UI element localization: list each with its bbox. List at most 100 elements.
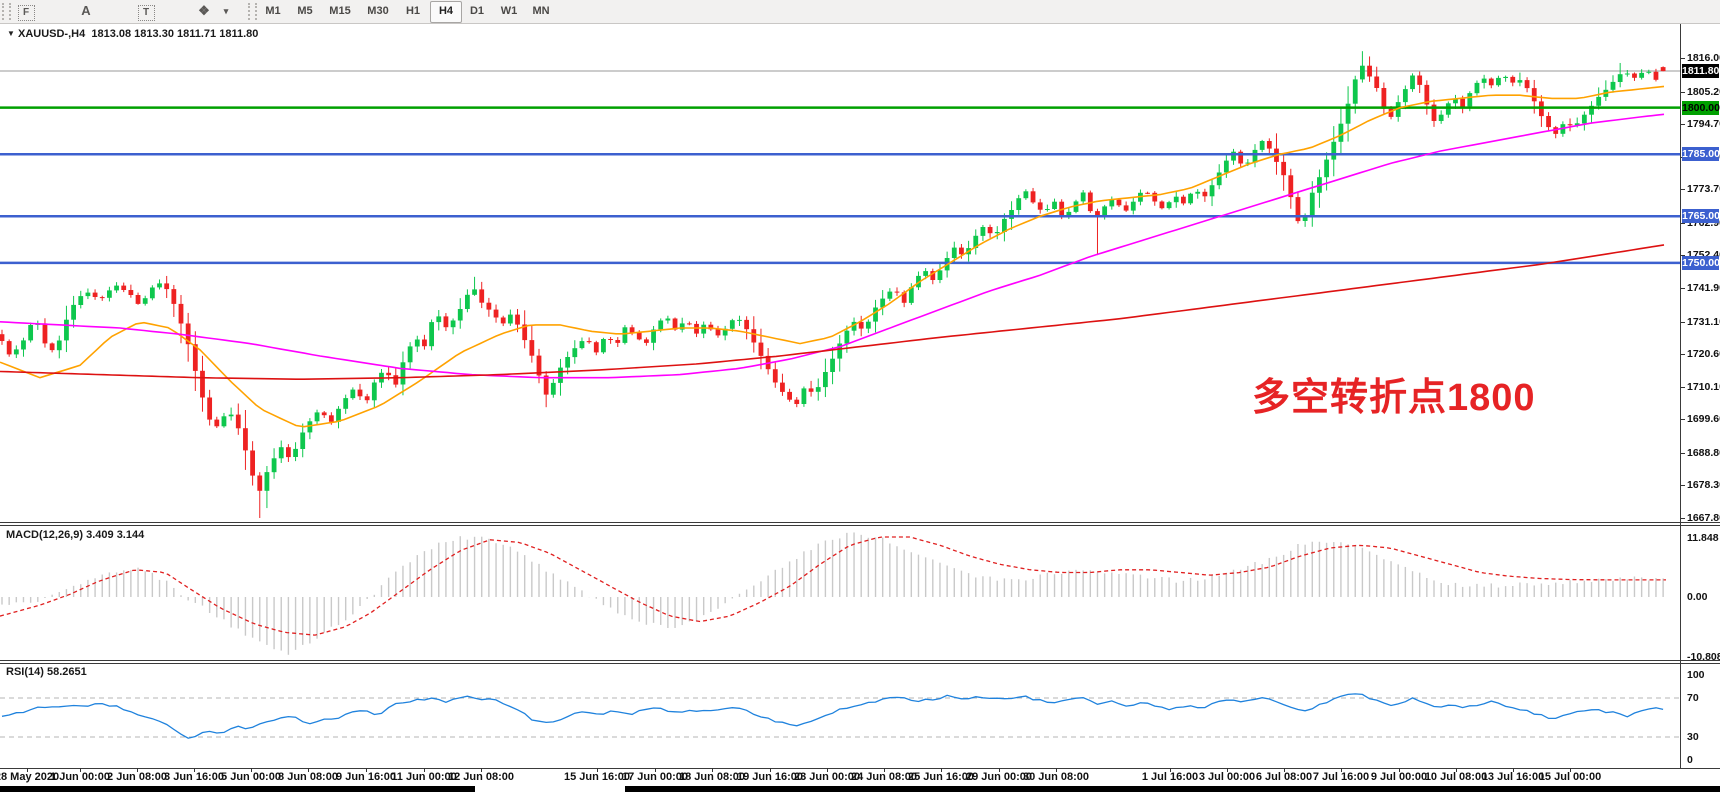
- time-tick: [770, 768, 771, 772]
- price-tick-dash: [1681, 354, 1685, 356]
- time-tick: [1284, 768, 1285, 772]
- price-tick-label: 1816.00: [1687, 52, 1720, 64]
- time-tick: [1227, 768, 1228, 772]
- time-tick: [1513, 768, 1514, 772]
- time-tick: [137, 768, 138, 772]
- font-a-glyph: A: [81, 3, 91, 18]
- time-label: 15 Jun 16:00: [563, 771, 631, 783]
- price-tick-dash: [1681, 288, 1685, 289]
- time-label: 9 Jul 00:00: [1370, 771, 1428, 783]
- macd-scale-label: -10.808: [1687, 651, 1720, 663]
- time-label: 24 Jun 08:00: [850, 771, 918, 783]
- time-label: 3 Jun 16:00: [164, 771, 224, 783]
- macd-scale-label: 11.848: [1687, 532, 1719, 544]
- font-a-icon[interactable]: A: [74, 1, 98, 21]
- price-level-box: 1811.80: [1682, 64, 1720, 79]
- shapes-caret-icon[interactable]: ▾: [220, 1, 232, 21]
- time-tick: [597, 768, 598, 772]
- rsi-scale-label: 100: [1687, 669, 1705, 681]
- time-tick: [481, 768, 482, 772]
- timeframe-button-mn[interactable]: MN: [532, 5, 550, 17]
- time-tick: [999, 768, 1000, 772]
- time-label: 18 Jun 08:00: [678, 771, 746, 783]
- ohlc-high: 1813.30: [134, 28, 174, 40]
- grid-f-icon[interactable]: F: [14, 1, 38, 21]
- price-tick-dash: [1681, 189, 1685, 191]
- price-tick-label: 1794.70: [1687, 118, 1720, 131]
- macd-signal-value: 3.144: [116, 529, 145, 541]
- chart-header[interactable]: ▼ XAUUSD-,H4 1813.08 1813.30 1811.71 181…: [7, 28, 258, 40]
- time-tick: [884, 768, 885, 772]
- time-label: 6 Jul 08:00: [1255, 771, 1313, 783]
- rsi-name: RSI(14): [6, 666, 44, 678]
- shapes-icon[interactable]: ❖: [192, 1, 216, 21]
- time-label: 23 Jun 00:00: [793, 771, 861, 783]
- shapes-caret-glyph: ▾: [223, 6, 229, 16]
- timeframe-button-m30[interactable]: M30: [367, 5, 389, 17]
- timeframe-button-d1[interactable]: D1: [469, 5, 485, 17]
- time-label: 1 Jul 16:00: [1141, 771, 1199, 783]
- ohlc-low: 1811.71: [177, 28, 217, 40]
- price-tick-dash: [1681, 518, 1685, 519]
- toolbar-grip-2[interactable]: [248, 3, 257, 20]
- time-label: 11 Jun 00:00: [391, 771, 457, 783]
- time-tick: [1570, 768, 1571, 772]
- shapes-glyph: ❖: [198, 3, 210, 18]
- macd-name: MACD(12,26,9): [6, 529, 84, 541]
- timeframe-button-m1[interactable]: M1: [265, 5, 281, 17]
- time-tick: [1170, 768, 1171, 772]
- price-level-box: 1800.00: [1682, 100, 1720, 115]
- price-level-box: 1750.00: [1682, 255, 1720, 270]
- price-tick-label: 1720.60: [1687, 348, 1720, 361]
- time-label: 28 May 2020: [0, 771, 60, 783]
- time-label: 10 Jul 08:00: [1424, 771, 1488, 783]
- price-tick-label: 1688.80: [1687, 446, 1720, 459]
- time-label: 5 Jun 00:00: [221, 771, 281, 783]
- collapse-icon[interactable]: ▼: [7, 29, 15, 38]
- price-tick-label: 1805.20: [1687, 85, 1720, 98]
- time-tick: [424, 768, 425, 772]
- price-tick-dash: [1681, 485, 1685, 487]
- time-tick: [1056, 768, 1057, 772]
- time-tick: [194, 768, 195, 772]
- time-tick: [1456, 768, 1457, 772]
- time-label: 3 Jul 00:00: [1198, 771, 1256, 783]
- time-tick: [941, 768, 942, 772]
- macd-label: MACD(12,26,9) 3.409 3.144: [6, 529, 144, 541]
- toolbar: F A T ❖ ▾ M1 M5 M15 M30 H1 H4 D1 W1 MN: [0, 0, 1720, 24]
- price-tick-label: 1699.60: [1687, 413, 1720, 426]
- price-tick-label: 1731.10: [1687, 315, 1720, 328]
- time-label: 7 Jul 16:00: [1312, 771, 1370, 783]
- macd-scale-label: 0.00: [1687, 591, 1708, 603]
- rsi-scale-label: 0: [1687, 754, 1693, 766]
- time-label: 8 Jun 08:00: [278, 771, 338, 783]
- text-label-icon[interactable]: T: [134, 1, 158, 21]
- time-label: 2 Jun 08:00: [107, 771, 167, 783]
- time-label: 17 Jun 00:00: [621, 771, 689, 783]
- rsi-scale-label: 70: [1687, 692, 1699, 704]
- timeframe-button-h4[interactable]: H4: [430, 1, 462, 23]
- time-tick: [712, 768, 713, 772]
- timeframe-button-w1[interactable]: W1: [500, 5, 518, 17]
- toolbar-grip[interactable]: [2, 3, 11, 20]
- price-tick-label: 1710.10: [1687, 380, 1720, 393]
- chart-annotation-text: 多空转折点1800: [1252, 377, 1536, 419]
- grid-f-glyph: F: [17, 5, 35, 21]
- rsi-value: 58.2651: [46, 666, 87, 678]
- price-tick-dash: [1681, 419, 1685, 421]
- text-label-glyph: T: [137, 5, 155, 21]
- price-tick-label: 1667.80: [1687, 512, 1720, 524]
- time-tick: [308, 768, 309, 772]
- timeframe-button-m15[interactable]: M15: [329, 5, 351, 17]
- timeframe-button-h1[interactable]: H1: [405, 5, 421, 17]
- price-tick-dash: [1681, 222, 1685, 224]
- macd-value: 3.409: [86, 529, 114, 541]
- timeframe-button-m5[interactable]: M5: [297, 5, 313, 17]
- time-tick: [27, 768, 28, 772]
- time-tick: [366, 768, 367, 772]
- symbol-period-label: XAUUSD-,H4: [17, 28, 86, 40]
- ohlc-open: 1813.08: [91, 28, 132, 40]
- rsi-label: RSI(14) 58.2651: [6, 666, 87, 678]
- time-label: 15 Jul 00:00: [1538, 771, 1602, 783]
